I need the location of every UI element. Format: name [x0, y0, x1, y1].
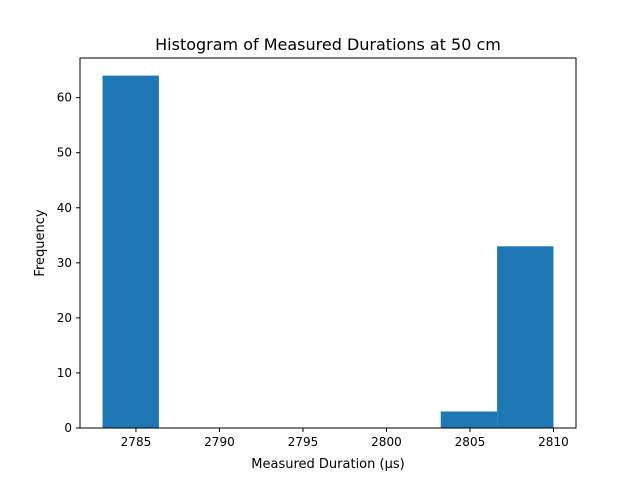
y-tick-label: 30: [57, 256, 72, 270]
y-tick-label: 10: [57, 366, 72, 380]
x-axis-ticks: 2785 2790 2795 2800 2805 2810: [121, 428, 569, 449]
y-tick-label: 20: [57, 311, 72, 325]
bars-group: [102, 75, 554, 428]
y-axis-label: Frequency: [33, 209, 48, 276]
x-tick-label: 2795: [288, 435, 319, 449]
y-tick-label: 40: [57, 201, 72, 215]
histogram-bar-7: [497, 246, 554, 428]
x-tick-label: 2790: [204, 435, 235, 449]
x-tick-label: 2785: [121, 435, 152, 449]
y-tick-label: 60: [57, 91, 72, 105]
y-tick-label: 0: [64, 421, 72, 435]
x-tick-label: 2810: [538, 435, 569, 449]
x-tick-label: 2805: [455, 435, 486, 449]
plot-frame: [79, 57, 577, 429]
histogram-bar-0: [102, 75, 159, 428]
x-axis-label: Measured Duration (µs): [251, 457, 404, 472]
x-tick-label: 2800: [371, 435, 402, 449]
y-axis-ticks: 0 10 20 30 40 50 60: [57, 91, 80, 435]
y-tick-label: 50: [57, 146, 72, 160]
histogram-bar-6: [440, 411, 498, 428]
chart-title: Histogram of Measured Durations at 50 cm: [155, 35, 501, 54]
